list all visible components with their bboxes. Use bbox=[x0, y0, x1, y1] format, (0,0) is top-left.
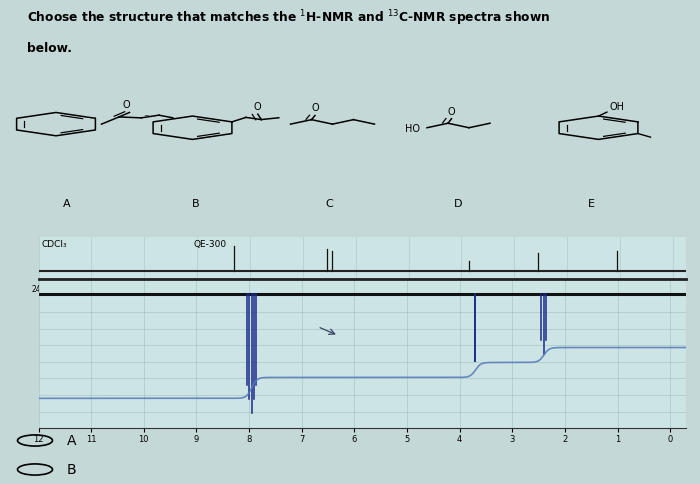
Text: HO: HO bbox=[405, 123, 420, 134]
Text: below.: below. bbox=[27, 42, 72, 55]
Text: O: O bbox=[122, 100, 130, 110]
Text: A: A bbox=[63, 198, 70, 209]
Text: ~: ~ bbox=[144, 113, 149, 119]
Text: C: C bbox=[325, 198, 333, 209]
Text: A: A bbox=[66, 434, 76, 448]
Text: CDCl₃: CDCl₃ bbox=[42, 239, 67, 248]
Text: E: E bbox=[588, 198, 595, 209]
Text: B: B bbox=[66, 463, 76, 477]
Text: D: D bbox=[454, 198, 463, 209]
Text: O: O bbox=[312, 103, 318, 113]
Text: QE-300: QE-300 bbox=[194, 239, 227, 248]
Text: O: O bbox=[448, 106, 455, 116]
Text: B: B bbox=[193, 198, 200, 209]
Text: OH: OH bbox=[610, 102, 624, 111]
Text: O: O bbox=[254, 102, 262, 112]
Text: Choose the structure that matches the $^{1}$H-NMR and $^{13}$C-NMR spectra shown: Choose the structure that matches the $^… bbox=[27, 9, 551, 28]
